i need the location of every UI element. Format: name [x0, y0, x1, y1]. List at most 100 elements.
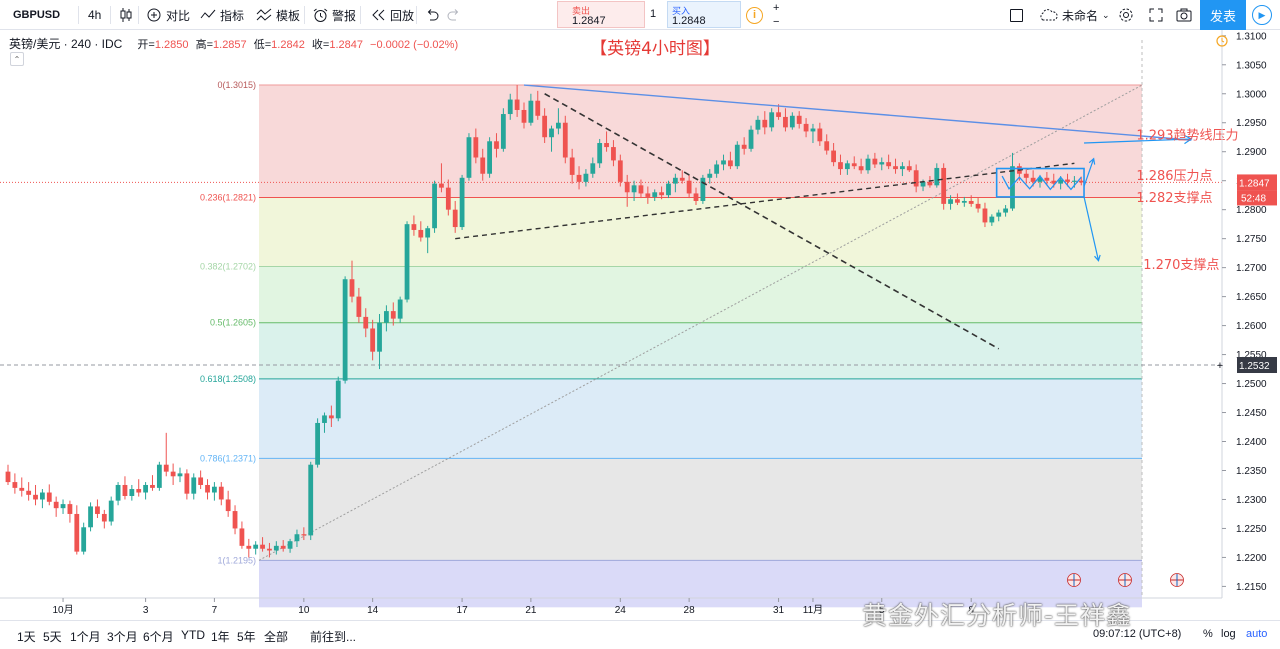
- trend-pointer-head: [1184, 134, 1193, 145]
- replay-button[interactable]: 回放: [370, 0, 414, 30]
- candle-body: [315, 422, 320, 465]
- candle-body: [129, 489, 135, 496]
- interval-button[interactable]: 4h: [88, 8, 102, 22]
- templates-button[interactable]: 模板: [256, 0, 300, 30]
- play-icon[interactable]: ▶: [1252, 5, 1272, 25]
- range-5y-button[interactable]: 5年: [237, 630, 256, 644]
- time-tick-label: 5: [879, 605, 885, 616]
- candle: [390, 302, 396, 326]
- candle: [384, 305, 389, 332]
- candle: [143, 482, 148, 500]
- candle: [452, 200, 458, 233]
- range-1y-button[interactable]: 1年: [211, 630, 230, 644]
- candle-body: [246, 545, 252, 549]
- candle: [927, 176, 933, 188]
- alarm-clock-icon: [1216, 35, 1228, 47]
- range-3m-button[interactable]: 3个月: [107, 630, 138, 644]
- candle-body: [95, 506, 100, 514]
- range-6m-button[interactable]: 6个月: [143, 630, 174, 644]
- log-toggle[interactable]: log: [1221, 628, 1236, 640]
- zoom-in-button[interactable]: +: [773, 2, 780, 14]
- price-tick-label: 1.3050: [1236, 60, 1267, 71]
- candle-body: [989, 216, 995, 223]
- candle-body: [590, 163, 596, 174]
- price-tick-label: 1.2450: [1236, 408, 1267, 419]
- gear-icon: [1118, 7, 1134, 23]
- candle-body: [996, 212, 1002, 217]
- candle-body: [748, 129, 754, 149]
- settings-button[interactable]: [1118, 0, 1138, 30]
- crosshair-plus-icon: +: [1217, 360, 1223, 372]
- clock-timezone-button[interactable]: 09:07:12 (UTC+8): [1093, 628, 1182, 640]
- zoom-out-button[interactable]: −: [773, 16, 780, 28]
- candle-body: [913, 170, 919, 187]
- candle-body: [218, 486, 224, 500]
- fullscreen-button[interactable]: [1148, 0, 1168, 30]
- goto-date-button[interactable]: 前往到...: [310, 630, 357, 644]
- price-tick-label: 1.2200: [1236, 553, 1267, 564]
- square-icon: [1010, 8, 1023, 22]
- undo-button[interactable]: [424, 0, 444, 30]
- candle-body: [280, 545, 286, 549]
- candle: [191, 473, 197, 500]
- candle: [88, 502, 93, 532]
- dashed-support-line: [455, 162, 1075, 240]
- redo-button[interactable]: [446, 0, 466, 30]
- price-chart[interactable]: 0(1.3015) 0.236(1.2821) 0.382(1.2702) 0.5(1…: [0, 30, 1280, 620]
- fib-level-label: 0.786(1.2371): [200, 453, 256, 463]
- symbol-search[interactable]: GBPUSD: [13, 9, 61, 21]
- price-tick-label: 1.2550: [1236, 350, 1267, 361]
- range-1d-button[interactable]: 1天: [17, 630, 36, 644]
- range-5d-button[interactable]: 5天: [43, 630, 62, 644]
- candle-body: [982, 208, 988, 223]
- range-ytd-button[interactable]: YTD: [181, 628, 205, 642]
- candle: [721, 154, 726, 171]
- candle-body: [163, 464, 169, 472]
- candle-body: [597, 143, 603, 164]
- candle-body: [445, 187, 451, 210]
- price-tick-label: 1.2800: [1236, 205, 1267, 216]
- candle-body: [879, 162, 885, 165]
- candle-body: [920, 181, 926, 187]
- candle-body: [143, 484, 148, 493]
- candle-body: [1037, 177, 1043, 182]
- candle-body: [927, 181, 933, 186]
- trading-info-button[interactable]: i: [746, 0, 763, 30]
- candle: [624, 174, 630, 207]
- candle: [280, 540, 286, 552]
- alarm-clock-hands: [1221, 38, 1225, 43]
- screenshot-button[interactable]: [1176, 0, 1196, 30]
- candle: [459, 174, 465, 230]
- candle: [769, 108, 775, 132]
- candle-body: [872, 158, 878, 165]
- auto-toggle[interactable]: auto: [1246, 628, 1268, 640]
- fib-zone: [259, 322, 1142, 379]
- candle-body: [170, 471, 176, 477]
- legend-collapse-button[interactable]: ⌃: [10, 52, 24, 66]
- candle: [679, 170, 685, 184]
- candle: [342, 276, 348, 384]
- alert-button[interactable]: 警报: [312, 0, 356, 30]
- candle-body: [652, 192, 658, 197]
- candle-body: [26, 490, 32, 495]
- chart-type-button[interactable]: [118, 0, 138, 30]
- candle: [322, 412, 327, 433]
- sell-button[interactable]: 卖出 1.2847: [557, 1, 645, 28]
- buy-button[interactable]: 买入 1.2848: [667, 1, 741, 28]
- crosshair-price-value: 1.2532: [1239, 361, 1270, 372]
- alarm-clock-icon: [312, 7, 328, 23]
- candle: [535, 90, 541, 120]
- toolbar-divider: [360, 6, 361, 24]
- legend-low: 1.2842: [271, 39, 305, 51]
- publish-button[interactable]: 发表: [1200, 0, 1246, 30]
- range-all-button[interactable]: 全部: [264, 630, 289, 644]
- candle: [858, 158, 864, 174]
- candle-body: [900, 166, 905, 170]
- indicators-button[interactable]: 指标: [200, 0, 244, 30]
- select-all-checkbox[interactable]: [1010, 0, 1023, 30]
- compare-button[interactable]: 对比: [146, 0, 190, 30]
- layout-name-button[interactable]: 未命名 ⌄: [1038, 0, 1110, 30]
- percent-toggle[interactable]: %: [1203, 628, 1213, 640]
- range-1m-button[interactable]: 1个月: [70, 630, 101, 644]
- candle-body: [1030, 177, 1036, 182]
